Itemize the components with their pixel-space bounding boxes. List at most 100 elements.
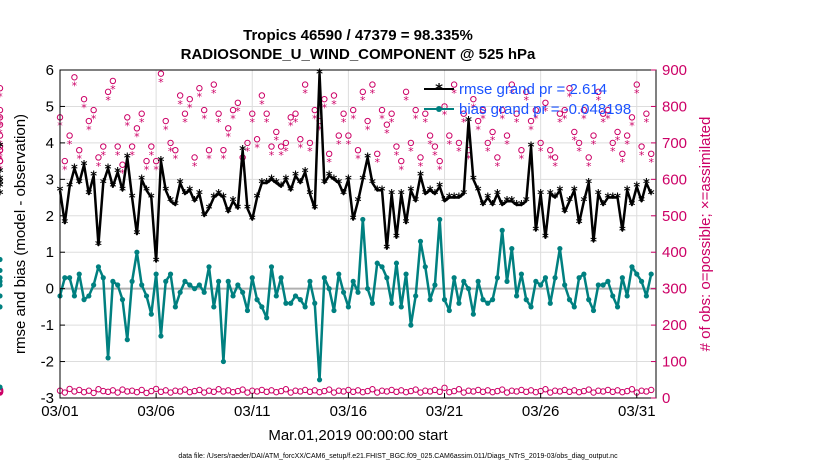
obs-possible-marker	[66, 132, 73, 139]
obs-possible-marker	[61, 157, 69, 165]
obs-assimilated-marker: *	[331, 98, 337, 111]
obs-possible-marker	[450, 81, 458, 88]
obs-possible-marker	[263, 110, 270, 117]
obs-possible-marker	[494, 154, 501, 161]
y-tick-label: 3	[46, 171, 54, 188]
y-tick-label: 0	[46, 281, 54, 298]
rmse-point: *	[201, 210, 208, 225]
obs-assimilated-marker: *	[187, 101, 193, 114]
bias-point	[350, 278, 356, 284]
rmse-point: *	[508, 195, 515, 210]
rmse-point: *	[355, 195, 362, 210]
rmse-point: *	[379, 184, 386, 199]
obs-possible-marker	[335, 387, 342, 394]
rmse-point: *	[258, 177, 265, 192]
bias-point	[408, 322, 414, 328]
rmse-point: *	[566, 195, 573, 210]
y2-tick-label: 600	[662, 171, 687, 188]
rmse-point: *	[446, 192, 453, 207]
rmse-point: *	[234, 202, 241, 217]
obs-possible-marker	[0, 85, 4, 92]
obs-assimilated-marker: *	[101, 149, 107, 162]
obs-possible-marker	[595, 387, 602, 394]
obs-possible-marker	[470, 95, 477, 103]
rmse-point: *	[0, 141, 4, 156]
obs-possible-marker	[210, 388, 218, 396]
y-tick-label: 4	[46, 135, 54, 152]
bias-point	[403, 271, 409, 277]
obs-assimilated-marker: *	[192, 160, 198, 173]
obs-possible-marker	[162, 117, 169, 125]
rmse-point: *	[239, 144, 246, 159]
obs-assimilated-marker: *	[278, 149, 284, 162]
obs-possible-marker	[585, 386, 592, 393]
obs-possible-marker	[547, 146, 554, 154]
bias-point	[514, 293, 520, 299]
bias-point	[264, 315, 270, 321]
obs-assimilated-marker: *	[620, 156, 626, 169]
bias-point	[552, 275, 558, 281]
obs-possible-marker	[0, 388, 4, 396]
bias-point	[278, 275, 284, 281]
obs-assimilated-marker: *	[644, 116, 650, 129]
obs-possible-marker	[191, 154, 198, 161]
bias-point	[129, 278, 135, 284]
obs-assimilated-marker: *	[567, 91, 573, 104]
rmse-point: *	[76, 177, 83, 192]
plot-area	[60, 70, 656, 398]
obs-assimilated-marker: *	[125, 120, 131, 133]
obs-possible-marker	[614, 128, 621, 136]
obs-possible-marker	[167, 139, 174, 147]
obs-assimilated-marker: *	[533, 112, 539, 125]
obs-assimilated-marker: *	[427, 138, 433, 151]
obs-assimilated-marker: *	[615, 134, 621, 147]
obs-possible-marker	[220, 146, 227, 154]
bias-point	[283, 300, 289, 306]
obs-assimilated-marker: *	[0, 163, 3, 176]
obs-assimilated-marker: *	[403, 94, 409, 107]
obs-possible-marker	[619, 150, 626, 158]
rmse-point: *	[556, 184, 563, 199]
obs-possible-marker	[292, 387, 299, 394]
obs-possible-marker	[455, 139, 463, 147]
obs-assimilated-marker: *	[105, 94, 111, 107]
obs-assimilated-marker: *	[562, 112, 568, 125]
bias-point	[0, 304, 3, 310]
rmse-point: *	[129, 192, 136, 207]
bias-point	[465, 286, 472, 292]
bias-line	[58, 218, 653, 382]
rmse-point: *	[494, 188, 501, 203]
bias-point	[331, 307, 337, 314]
bias-point	[451, 275, 457, 281]
rmse-point: *	[292, 170, 299, 185]
bias-point	[307, 278, 313, 284]
rmse-point: *	[215, 188, 222, 203]
obs-assimilated-marker: *	[624, 138, 630, 151]
rmse-point: *	[643, 177, 650, 192]
obs-assimilated-marker: *	[139, 116, 145, 129]
obs-assimilated-marker: *	[629, 120, 635, 133]
obs-possible-marker	[90, 389, 97, 397]
obs-assimilated-marker: *	[447, 138, 453, 151]
obs-possible-marker	[369, 81, 376, 88]
obs-assimilated-marker: *	[225, 131, 231, 144]
obs-assimilated-marker: *	[451, 87, 457, 100]
obs-possible-marker	[114, 389, 121, 396]
obs-assimilated-marker: *	[76, 152, 82, 165]
rmse-point: *	[186, 184, 193, 199]
rmse-point: *	[537, 188, 544, 203]
x-tick-label: 03/01	[41, 403, 79, 420]
obs-possible-marker	[518, 146, 525, 154]
obs-assimilated-marker: *	[96, 160, 102, 173]
obs-assimilated-marker: *	[596, 94, 602, 107]
obs-assimilated-marker: *	[317, 123, 323, 136]
obs-assimilated-marker: *	[307, 145, 313, 158]
bias-point	[81, 297, 87, 303]
y2-tick-label: 500	[662, 208, 687, 225]
bias-point	[273, 293, 279, 299]
obs-assimilated-marker: *	[0, 149, 3, 162]
obs-assimilated-marker: *	[62, 163, 68, 176]
bias-point	[379, 264, 385, 270]
y2-tick-label: 800	[662, 98, 687, 115]
